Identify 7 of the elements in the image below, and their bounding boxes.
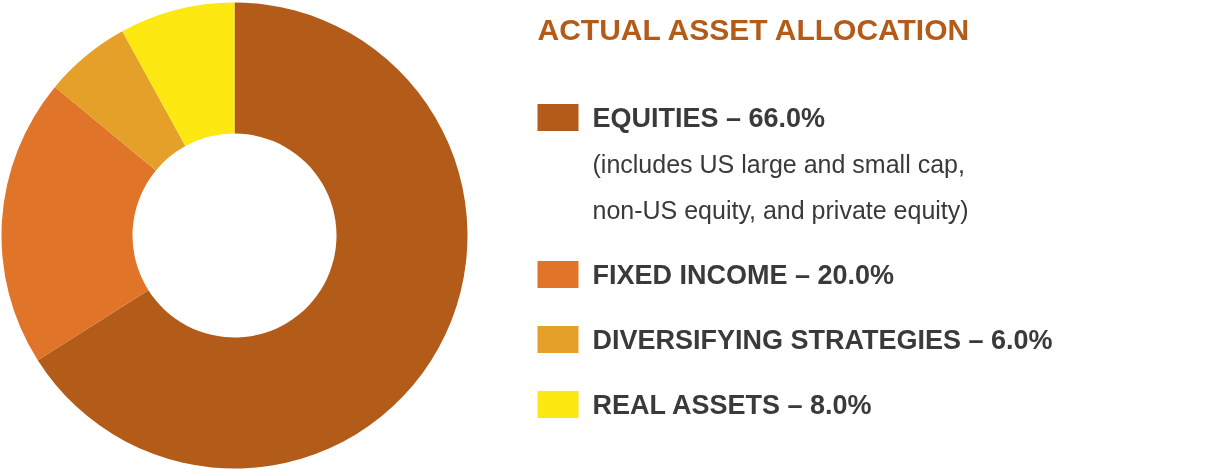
legend-label: FIXED INCOME – 20.0% [592,259,895,290]
legend-label: REAL ASSETS – 8.0% [592,389,872,420]
chart-title: ACTUAL ASSET ALLOCATION [537,12,970,46]
text: (includes US large and small cap, [592,149,965,178]
legend-label: EQUITIES – 66.0% [592,102,826,133]
legend-label: DIVERSIFYING STRATEGIES – 6.0% [592,324,1053,355]
text: non-US equity, and private equity) [592,195,969,224]
